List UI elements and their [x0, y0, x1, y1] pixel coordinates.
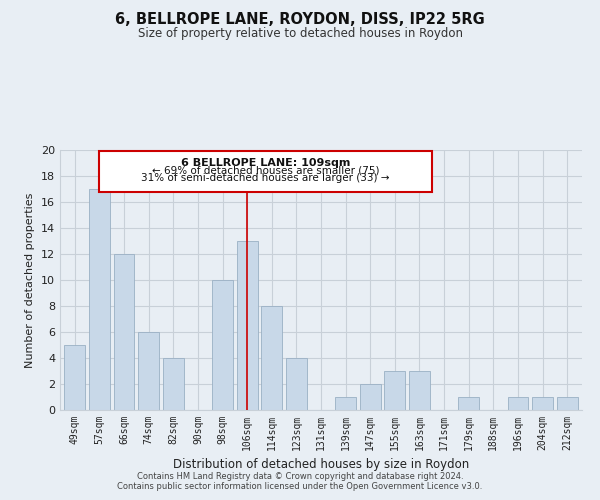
Bar [286, 358, 307, 410]
Bar [163, 358, 184, 410]
X-axis label: Distribution of detached houses by size in Roydon: Distribution of detached houses by size … [173, 458, 469, 471]
Bar [360, 384, 381, 410]
Bar [113, 254, 134, 410]
Bar [236, 241, 257, 410]
Text: Size of property relative to detached houses in Roydon: Size of property relative to detached ho… [137, 28, 463, 40]
Bar [385, 371, 406, 410]
Bar [335, 397, 356, 410]
Text: Contains public sector information licensed under the Open Government Licence v3: Contains public sector information licen… [118, 482, 482, 491]
Text: ← 69% of detached houses are smaller (75): ← 69% of detached houses are smaller (75… [152, 166, 379, 175]
Bar [261, 306, 282, 410]
Y-axis label: Number of detached properties: Number of detached properties [25, 192, 35, 368]
Bar [557, 397, 578, 410]
Text: 31% of semi-detached houses are larger (33) →: 31% of semi-detached houses are larger (… [142, 174, 390, 184]
Bar [212, 280, 233, 410]
Text: Contains HM Land Registry data © Crown copyright and database right 2024.: Contains HM Land Registry data © Crown c… [137, 472, 463, 481]
Text: 6, BELLROPE LANE, ROYDON, DISS, IP22 5RG: 6, BELLROPE LANE, ROYDON, DISS, IP22 5RG [115, 12, 485, 28]
Bar [458, 397, 479, 410]
Bar [100, 152, 432, 192]
Bar [89, 189, 110, 410]
Bar [138, 332, 159, 410]
Bar [508, 397, 529, 410]
Text: 6 BELLROPE LANE: 109sqm: 6 BELLROPE LANE: 109sqm [181, 158, 350, 168]
Bar [409, 371, 430, 410]
Bar [532, 397, 553, 410]
Bar [64, 345, 85, 410]
